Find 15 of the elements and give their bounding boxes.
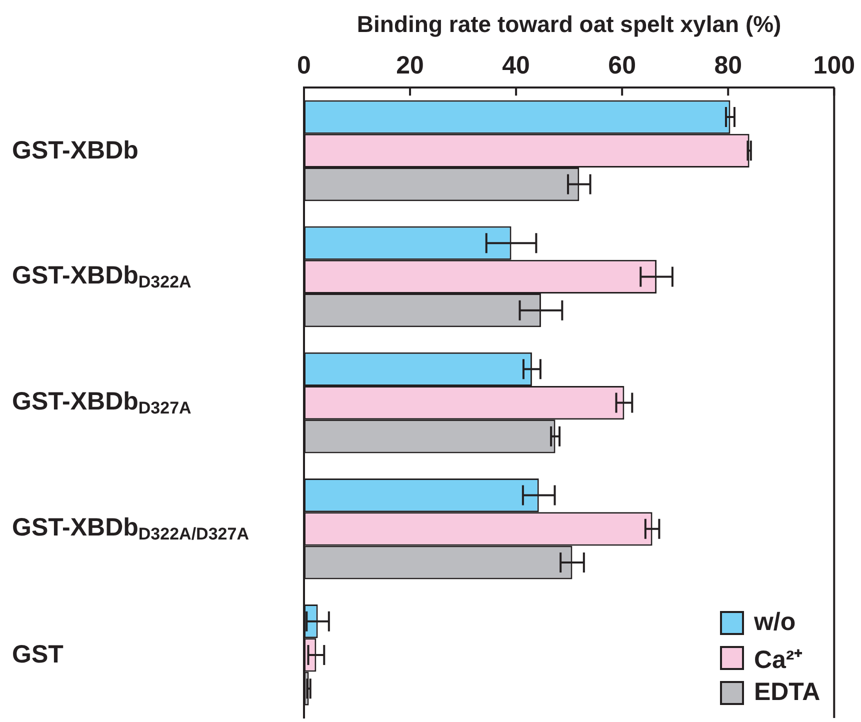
x-tick-label: 60 <box>608 51 636 80</box>
x-tick-label: 80 <box>714 51 742 80</box>
x-tick-label: 40 <box>502 51 530 80</box>
legend-label: Ca²⁺ <box>754 644 802 674</box>
y-tick-label: GST-XBDb <box>12 136 138 166</box>
x-tick-label: 100 <box>813 51 856 80</box>
y-tick-label: GST-XBDb$_{D322A}$ <box>12 261 192 292</box>
legend-label: w/o <box>754 608 796 637</box>
y-tick-label: GST <box>12 640 64 670</box>
y-tick-label: GST-XBDb$_{D322A/D327A}$ <box>12 513 249 544</box>
legend-label: EDTA <box>754 678 820 707</box>
y-tick-label: GST-XBDb$_{D327A}$ <box>12 387 192 418</box>
x-tick-label: 0 <box>297 51 311 80</box>
x-axis-title: Binding rate toward oat spelt xylan (%) <box>356 11 782 38</box>
x-tick-label: 20 <box>396 51 424 80</box>
